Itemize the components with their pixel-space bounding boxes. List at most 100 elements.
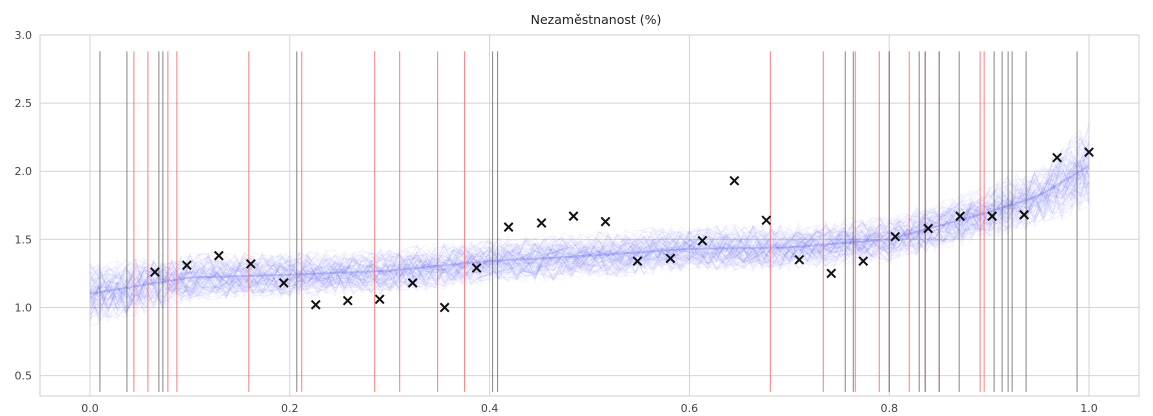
sample-line (89, 167, 1090, 313)
sample-line (89, 160, 1090, 319)
data-point-stroke (439, 302, 450, 313)
sample-line (89, 136, 1090, 298)
sample-line (89, 189, 1090, 319)
mean-line (89, 164, 1090, 295)
sample-line (89, 137, 1090, 297)
y-tick-label: 2.0 (15, 165, 33, 178)
data-point-stroke (503, 222, 514, 232)
data-point-stroke (342, 295, 353, 306)
sample-line (89, 177, 1090, 319)
sample-line (89, 146, 1090, 285)
data-point (278, 278, 289, 288)
sample-line (89, 147, 1090, 288)
sample-line (89, 137, 1090, 294)
data-point-stroke (1084, 147, 1094, 158)
sample-line (89, 167, 1090, 305)
sample-line (89, 168, 1090, 301)
sample-line (89, 182, 1090, 322)
sample-line (89, 162, 1090, 310)
sample-line (89, 151, 1090, 309)
distribution-band (89, 122, 1090, 328)
data-point (600, 216, 611, 227)
data-point (1019, 209, 1030, 220)
sample-line (89, 122, 1090, 291)
x-tick-label: 0.0 (81, 402, 99, 415)
y-tick-label: 1.5 (15, 233, 33, 246)
data-point (181, 260, 192, 271)
sample-line (89, 171, 1090, 328)
data-point (213, 250, 224, 261)
data-point (149, 267, 160, 277)
data-point-stroke (407, 278, 418, 288)
sample-line (89, 162, 1090, 293)
sample-line (89, 163, 1090, 312)
sample-line (89, 146, 1090, 315)
sample-line (89, 181, 1090, 317)
data-point-stroke (923, 223, 934, 234)
sample-line (89, 158, 1090, 305)
vertical-lines (99, 51, 1078, 392)
sample-line (89, 155, 1090, 300)
sample-line (89, 162, 1090, 320)
sample-line (89, 170, 1090, 312)
data-point (729, 175, 740, 186)
data-point-stroke (794, 254, 805, 265)
data-point-stroke (600, 216, 611, 227)
x-tick-label: 0.6 (681, 402, 699, 415)
data-point (568, 211, 579, 222)
sample-line (89, 138, 1090, 294)
sample-line (89, 144, 1090, 297)
data-point-stroke (890, 231, 901, 242)
data-point-stroke (955, 211, 966, 222)
data-point (342, 295, 353, 306)
data-point (310, 299, 321, 310)
sample-line (89, 157, 1090, 294)
sample-line (89, 163, 1090, 298)
sample-line (89, 156, 1090, 316)
sample-line (89, 172, 1090, 316)
sample-line (89, 180, 1090, 310)
data-point (503, 222, 514, 232)
sample-line (89, 181, 1090, 322)
sample-line (89, 166, 1090, 322)
sample-line (89, 135, 1090, 293)
sample-line (89, 174, 1090, 319)
data-point (471, 263, 482, 273)
chart-title: Nezaměstnanost (%) (531, 12, 662, 27)
x-tick-label: 1.0 (1080, 402, 1098, 415)
data-point-stroke (858, 256, 869, 267)
sample-line (89, 159, 1090, 314)
sample-line (89, 160, 1090, 314)
data-point-stroke (471, 263, 482, 273)
sample-line (89, 175, 1090, 319)
data-point (1052, 152, 1062, 163)
sample-line (89, 129, 1090, 292)
data-point (665, 253, 676, 264)
data-point-stroke (568, 211, 579, 222)
sample-line (89, 147, 1090, 293)
sample-line (89, 153, 1090, 308)
sample-line (89, 185, 1090, 322)
sample-line (89, 159, 1090, 295)
sample-line (89, 173, 1090, 320)
sample-line (89, 158, 1090, 307)
data-point (955, 211, 966, 222)
data-point (439, 302, 450, 313)
sample-line (89, 167, 1090, 312)
data-point-stroke (987, 211, 998, 222)
sample-line (89, 179, 1090, 312)
data-point (536, 218, 547, 228)
y-tick-label: 0.5 (15, 370, 33, 383)
x-tick-label: 0.2 (281, 402, 299, 415)
sample-line (89, 185, 1090, 323)
sample-line (89, 140, 1090, 293)
sample-line (89, 144, 1090, 296)
sample-line (89, 130, 1090, 286)
sample-line (89, 163, 1090, 325)
sample-line (89, 141, 1090, 292)
sample-line (89, 159, 1090, 300)
data-point-stroke (826, 268, 837, 279)
data-point-stroke (665, 253, 676, 264)
sample-line (89, 164, 1090, 307)
sample-line (89, 139, 1090, 295)
